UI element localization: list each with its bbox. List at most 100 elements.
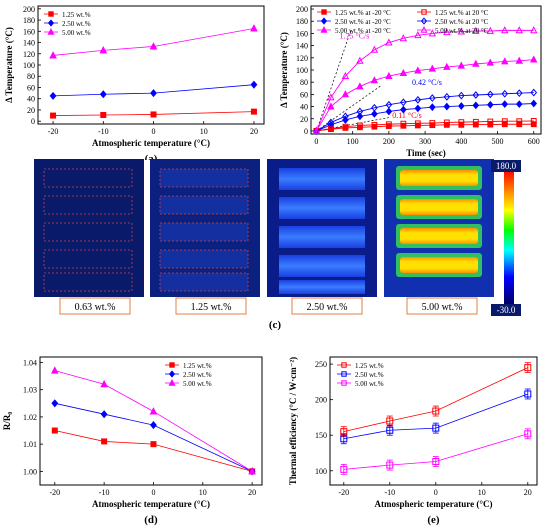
legend-entry: 1.25 wt.% at 20 °C [435,9,489,17]
legend-entry: 2.50 wt.% [183,371,212,379]
data-point [150,421,157,430]
legend-entry: 5.00 wt.% [62,29,91,37]
data-point [385,100,393,109]
thermal-image-2 [150,159,260,297]
x-tick-label: 20 [248,488,256,497]
data-point [429,94,436,102]
data-point [101,438,108,445]
data-point [341,90,350,98]
data-point [457,27,466,35]
x-tick-label: 20 [524,488,532,497]
data-point [149,42,158,50]
data-point [356,112,364,121]
data-point [432,458,440,466]
y-tick-label: 60 [300,90,308,99]
thermal-panel-c: 180.0 -30.0 0.63 wt.% 1.25 wt.% 2.50 wt.… [34,159,521,316]
y-tick-label: 120 [23,50,35,59]
data-point [99,90,107,99]
series-line [53,84,254,97]
data-point [50,112,57,119]
data-point [400,120,407,127]
data-point [501,121,508,128]
data-point [501,89,509,98]
data-point [428,29,437,37]
thermal-label-3: 2.50 wt.% [307,302,348,313]
legend-entry: 2.50 wt.% [355,371,384,379]
data-point [150,89,157,98]
data-point [443,62,451,70]
y-tick-label: 100 [23,61,35,70]
panel-label: (a) [145,153,158,160]
data-point [370,45,379,53]
y-tick-label: 80 [27,72,35,81]
y-tick-label: 0 [304,127,308,136]
data-point [443,28,451,36]
data-point [342,112,349,121]
series-1 [51,427,256,475]
legend-entry: 2.50 wt.% at 20 °C [435,18,489,26]
series-line [316,120,534,132]
annotation: 1.75 °C/s [340,31,370,40]
data-point [458,102,465,110]
legend-entry: 2.50 wt.% at -20 °C [335,18,391,26]
data-point [530,117,537,124]
y-tick-label: 1.00 [23,467,37,476]
legend: 1.25 wt.%2.50 wt.%5.00 wt.% [44,11,91,37]
legend-entry: 1.25 wt.% [62,11,91,19]
data-point [472,101,480,110]
y-tick-label: 140 [296,42,308,51]
x-tick-label: -10 [98,127,109,136]
series-2 [340,388,532,445]
data-point [414,104,422,113]
data-point [100,379,108,388]
data-point [486,100,494,109]
data-point [340,435,348,443]
x-tick-label: 0 [434,488,438,497]
legend-entry: 1.25 wt.% [183,362,212,370]
data-point [400,105,407,114]
chart-a: -20 -10 0 10 20020406080100120140160180200At… [4,5,265,160]
data-point [250,24,258,32]
data-point [515,56,523,64]
data-point [399,34,408,42]
data-point [399,68,408,76]
data-point [443,119,450,126]
data-point [432,407,440,415]
legend-entry: 1.25 wt.% at -20 °C [335,9,391,17]
data-point [530,121,537,128]
x-tick-label: 300 [419,137,431,146]
data-point [501,100,509,109]
series-line [316,103,534,132]
thermal-image-1 [34,159,144,297]
y-tick-label: 80 [300,78,308,87]
x-axis-label: Atmospheric temperature (°C) [92,499,210,509]
data-point [327,93,335,101]
legend: 1.25 wt.%2.50 wt.%5.00 wt.% [337,362,384,388]
data-point [356,107,364,116]
y-tick-label: 180 [296,17,308,26]
data-point [486,26,494,34]
data-point [414,120,421,127]
y-tick-label: 180 [23,16,35,25]
colorbar-min: -30.0 [497,305,516,315]
slope-line [316,30,352,132]
legend-entry: 5.00 wt.% at 20 °C [435,27,489,35]
y-tick-label: 150 [315,431,327,440]
data-point [370,76,379,84]
y-tick-label: 40 [300,103,308,112]
x-tick-label: 0 [152,127,156,136]
series-line [54,402,253,472]
legend-entry: 5.00 wt.% [355,380,384,388]
legend-entry: 2.50 wt.% [62,20,91,28]
thermal-label-4: 5.00 wt.% [422,302,463,313]
series-line [316,29,534,132]
slope-line [316,84,382,132]
data-point [429,120,436,126]
data-point [414,31,422,39]
data-point [50,366,59,374]
data-point [432,424,440,432]
data-point [51,427,58,434]
data-point [49,51,57,59]
data-point [516,118,523,125]
data-point [501,57,509,65]
